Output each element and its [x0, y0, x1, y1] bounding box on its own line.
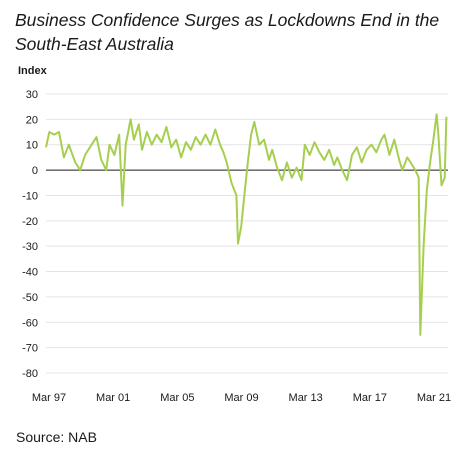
x-tick-label: Mar 17: [353, 392, 387, 404]
x-tick-label: Mar 21: [417, 392, 451, 404]
y-tick-label: 10: [26, 140, 38, 152]
chart-title: Business Confidence Surges as Lockdowns …: [15, 10, 440, 54]
y-tick-label: 0: [32, 165, 38, 177]
x-tick-label: Mar 97: [32, 392, 66, 404]
y-tick-label: 20: [26, 114, 38, 126]
x-tick-label: Mar 13: [289, 392, 323, 404]
y-tick-label: -60: [22, 317, 38, 329]
y-tick-label: -20: [22, 216, 38, 228]
y-tick-label: -10: [22, 190, 38, 202]
y-tick-label: -80: [22, 368, 38, 380]
y-tick-label: -50: [22, 292, 38, 304]
data-series-line: [45, 113, 448, 336]
x-tick-label: Mar 09: [224, 392, 258, 404]
source-note: Source: NAB: [16, 429, 97, 445]
x-tick-label: Mar 01: [96, 392, 130, 404]
y-tick-label: -70: [22, 343, 38, 355]
y-tick-label: -40: [22, 267, 38, 279]
x-tick-label: Mar 05: [160, 392, 194, 404]
y-tick-label: -30: [22, 241, 38, 253]
y-axis-label: Index: [18, 65, 47, 77]
y-tick-label: 30: [26, 89, 38, 101]
